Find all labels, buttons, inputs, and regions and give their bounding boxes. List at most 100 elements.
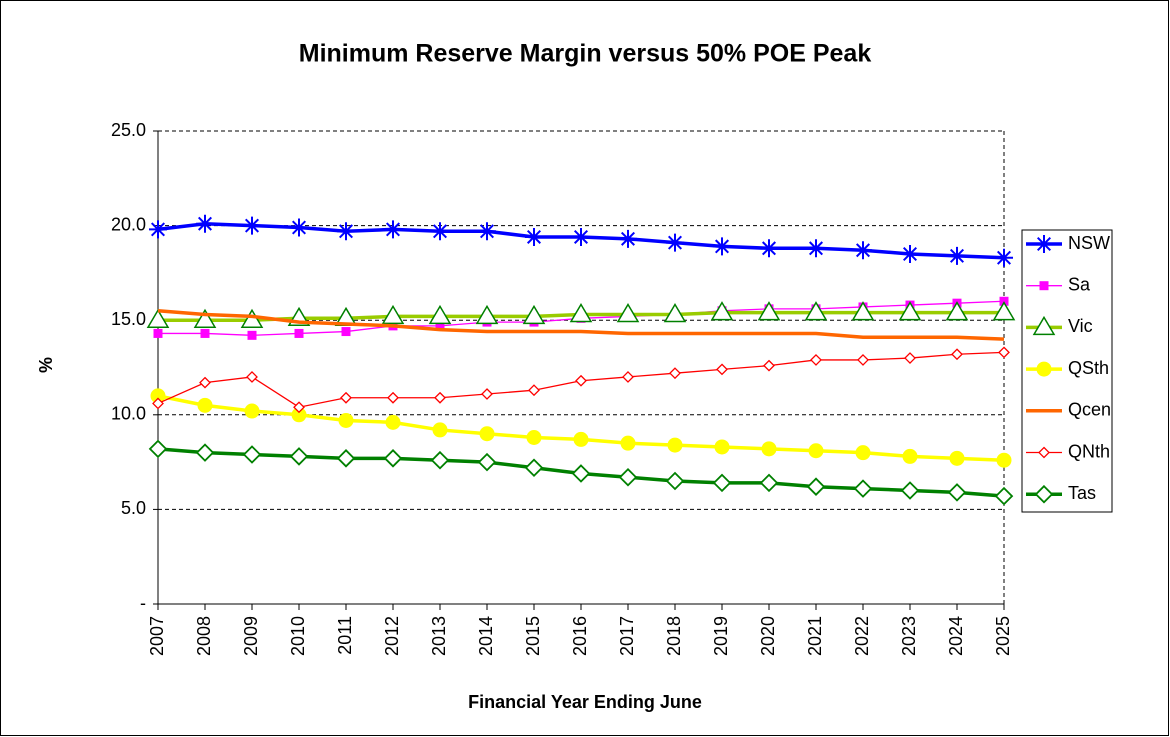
marker [197, 397, 213, 413]
marker [571, 464, 591, 483]
marker [291, 407, 307, 423]
marker [853, 479, 873, 498]
legend-label: QSth [1068, 358, 1109, 378]
marker [153, 328, 163, 338]
marker [481, 388, 493, 400]
marker [666, 233, 684, 252]
marker [761, 441, 777, 457]
marker [148, 439, 168, 459]
x-tick-label: 2019 [711, 616, 731, 656]
marker [434, 391, 446, 404]
marker [904, 352, 916, 364]
x-tick-label: 2018 [664, 616, 684, 656]
marker [428, 304, 452, 325]
marker [854, 241, 872, 260]
marker [569, 303, 593, 323]
x-tick-label: 2023 [899, 616, 919, 656]
x-tick-label: 2010 [288, 616, 308, 656]
marker [665, 471, 685, 491]
marker [945, 301, 969, 321]
x-tick-label: 2011 [335, 616, 355, 655]
marker [430, 450, 450, 470]
marker [948, 246, 966, 265]
x-tick-label: 2013 [429, 616, 449, 656]
x-tick-label: 2009 [241, 616, 261, 656]
marker [195, 443, 215, 462]
series-line [157, 308, 1005, 341]
marker [622, 371, 634, 383]
legend-item: Qcen [1026, 400, 1111, 420]
marker [243, 216, 261, 235]
series [149, 214, 1013, 267]
legend-label: NSW [1068, 233, 1110, 253]
marker [381, 304, 405, 325]
marker [384, 220, 402, 239]
marker [146, 308, 170, 328]
marker [385, 414, 401, 430]
marker [669, 367, 681, 380]
marker [806, 477, 826, 496]
y-tick-label: - [140, 593, 146, 613]
marker [435, 321, 445, 331]
y-tick-label: 5.0 [121, 498, 146, 518]
marker [337, 222, 355, 241]
y-tick-label: 20.0 [111, 214, 146, 234]
legend-label: QNth [1068, 441, 1110, 461]
legend-item: Vic [1026, 315, 1093, 336]
marker [951, 348, 963, 361]
marker [898, 301, 922, 321]
chart-title: Minimum Reserve Margin versus 50% POE Pe… [299, 40, 872, 68]
marker [524, 458, 544, 478]
marker [716, 363, 728, 376]
marker [995, 248, 1013, 267]
marker [432, 422, 448, 438]
series [150, 388, 1012, 468]
marker [667, 437, 683, 453]
x-tick-label: 2020 [758, 616, 778, 656]
marker [900, 481, 920, 500]
marker [808, 443, 824, 459]
x-tick-label: 2008 [194, 616, 214, 656]
series [157, 308, 1005, 341]
marker [807, 239, 825, 258]
marker [949, 450, 965, 466]
marker [1036, 361, 1052, 377]
marker [338, 412, 354, 428]
marker [196, 214, 214, 233]
marker [478, 222, 496, 241]
series [148, 439, 1014, 506]
marker [290, 218, 308, 237]
marker [572, 227, 590, 246]
legend-item: QNth [1026, 441, 1110, 461]
marker [712, 473, 732, 493]
x-tick-label: 2025 [993, 616, 1013, 656]
marker [810, 354, 822, 366]
marker [431, 222, 449, 241]
y-tick-label: 25.0 [111, 120, 146, 140]
marker [526, 430, 542, 446]
marker [200, 328, 210, 338]
marker [759, 473, 779, 493]
marker [857, 354, 869, 366]
marker [525, 227, 543, 246]
marker [479, 426, 495, 442]
marker [851, 301, 875, 321]
marker [663, 303, 687, 323]
x-tick-label: 2012 [382, 616, 402, 656]
marker [855, 445, 871, 461]
marker [763, 359, 775, 372]
marker [947, 483, 967, 502]
marker [341, 327, 351, 337]
marker [710, 301, 734, 321]
y-tick-label: 15.0 [111, 309, 146, 329]
marker [199, 376, 211, 389]
x-tick-label: 2021 [805, 616, 825, 656]
marker [336, 449, 356, 468]
marker [902, 448, 918, 464]
marker [244, 403, 260, 419]
marker [477, 452, 497, 472]
marker [616, 303, 640, 323]
series [152, 346, 1010, 414]
